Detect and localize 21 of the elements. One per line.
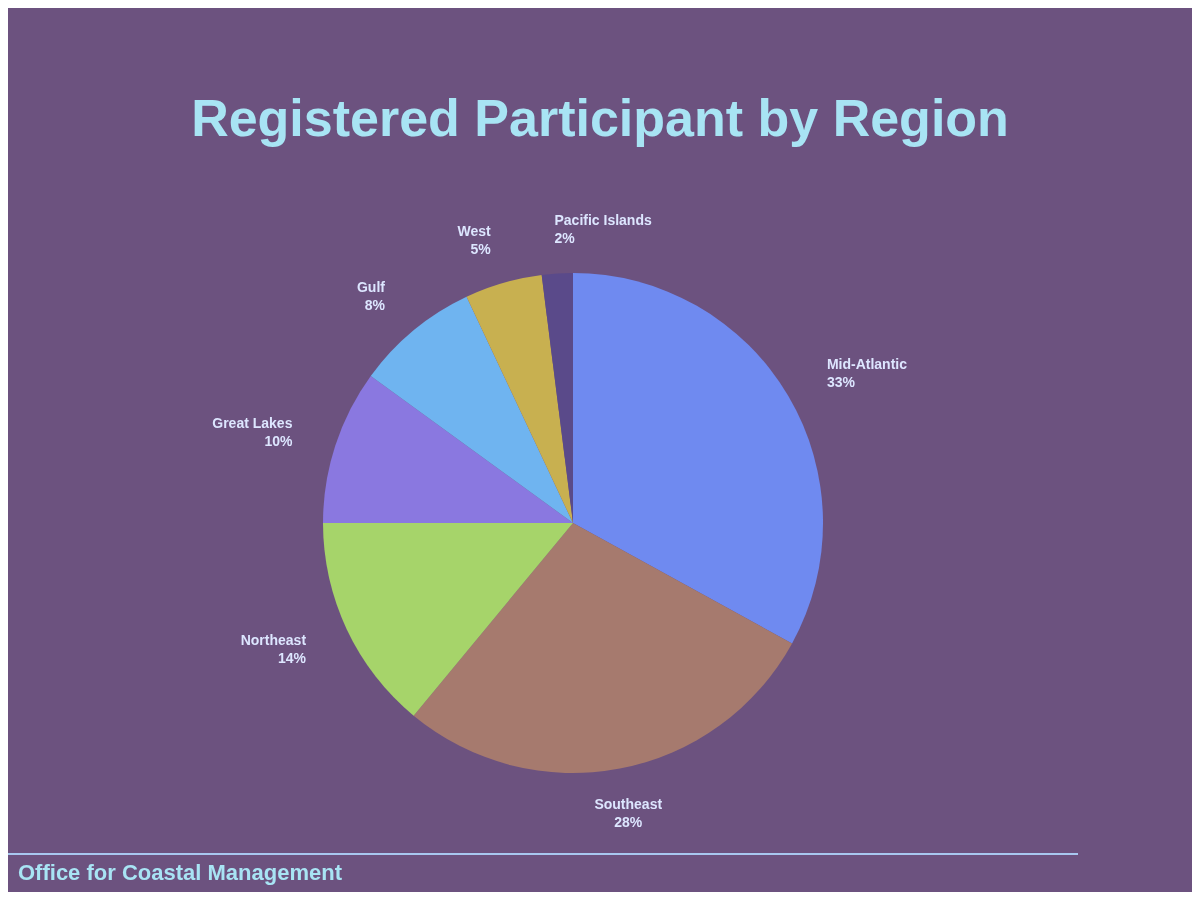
- slice-label: Southeast: [594, 795, 663, 812]
- pie-slice: [466, 274, 573, 523]
- text: Office for Coastal Management: [18, 860, 342, 886]
- data-label: 33%: [826, 373, 856, 390]
- slice-label: Great Lakes: [212, 414, 293, 431]
- data-label: 28%: [614, 813, 643, 830]
- data-label: 10%: [264, 432, 293, 449]
- pie-slice: [323, 376, 573, 523]
- slice-label: Mid-Atlantic: [826, 355, 908, 372]
- data-label: 2%: [554, 229, 576, 246]
- pie-slice: [323, 523, 573, 716]
- chart-title: Registered Participant by Region: [190, 88, 1010, 148]
- data-label: 14%: [278, 649, 307, 666]
- slice-label: Gulf: [356, 278, 386, 295]
- pie-slice: [413, 523, 793, 773]
- slice-label: Pacific Islands: [554, 211, 652, 228]
- pie-slice: [573, 273, 823, 644]
- data-label: 8%: [364, 296, 386, 313]
- data-label: 5%: [470, 240, 492, 257]
- slice-label: West: [457, 222, 492, 239]
- slice-label: Northeast: [240, 631, 307, 648]
